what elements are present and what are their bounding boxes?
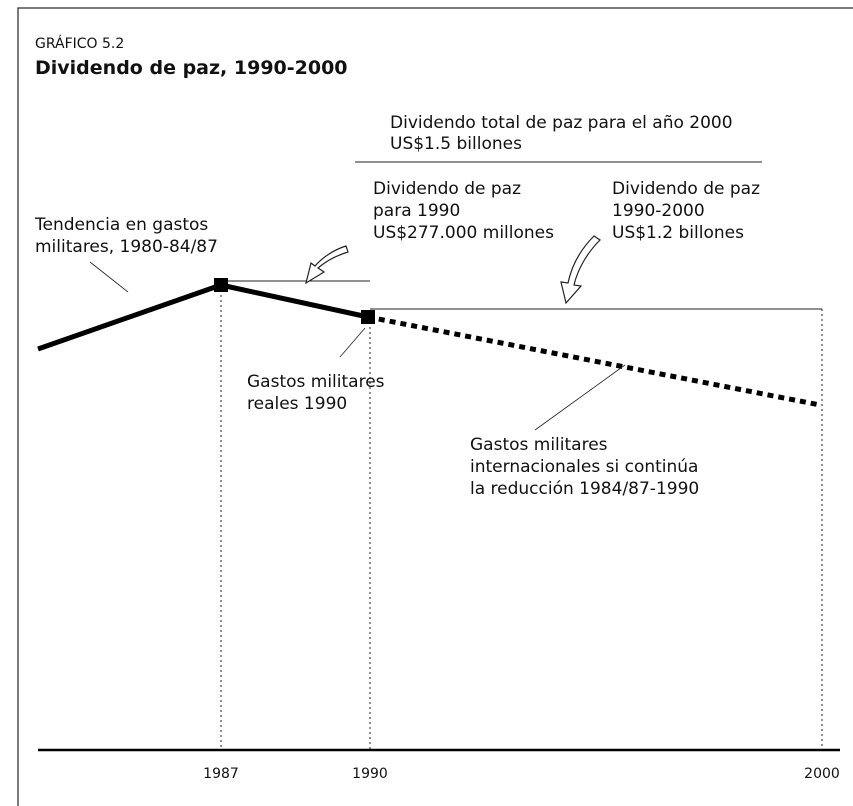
annotation: Tendencia en gastos <box>34 215 208 235</box>
annotation: reales 1990 <box>247 394 347 414</box>
leader-line <box>534 364 626 431</box>
point <box>361 310 375 324</box>
leader-line <box>89 261 129 293</box>
figure-title: Dividendo de paz, 1990-2000 <box>35 57 348 79</box>
figure-label: GRÁFICO 5.2 <box>35 35 124 52</box>
arrow <box>560 235 601 305</box>
trend-line <box>37 282 369 352</box>
annotation: Dividendo de paz <box>612 179 760 199</box>
annotation: internacionales si continúa <box>470 457 698 477</box>
drop-lines <box>220 285 823 750</box>
annotation: Gastos militares <box>470 435 608 455</box>
annotation: Gastos militares <box>247 372 385 392</box>
annotation: para 1990 <box>373 201 460 221</box>
annotation: 1990-2000 <box>612 201 705 221</box>
annotation: US$1.5 billones <box>390 134 522 154</box>
projection-line <box>367 314 821 408</box>
arrow <box>305 245 349 285</box>
x-tick-label: 2000 <box>804 766 840 782</box>
x-tick-label: 1987 <box>203 766 239 782</box>
annotation: Dividendo total de paz para el año 2000 <box>390 113 733 133</box>
annotation: US$277.000 millones <box>373 223 554 243</box>
point <box>214 278 228 292</box>
annotation: militares, 1980-84/87 <box>35 237 218 257</box>
annotation: la reducción 1984/87-1990 <box>470 479 699 499</box>
x-tick-label: 1990 <box>352 766 388 782</box>
annotation: Dividendo de paz <box>373 179 521 199</box>
leader-line <box>339 327 366 358</box>
annotation: US$1.2 billones <box>612 223 744 243</box>
frame <box>17 7 853 806</box>
